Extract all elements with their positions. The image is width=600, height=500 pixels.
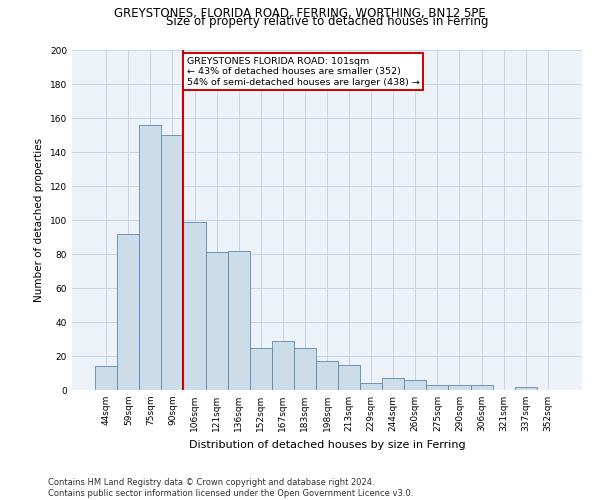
Bar [294, 348, 316, 390]
Bar [427, 385, 448, 390]
Bar [117, 234, 139, 390]
Bar [227, 250, 250, 390]
Bar [404, 380, 427, 390]
Y-axis label: Number of detached properties: Number of detached properties [34, 138, 44, 302]
Bar [448, 385, 470, 390]
Bar [316, 361, 338, 390]
Bar [360, 383, 382, 390]
Bar [338, 364, 360, 390]
Bar [161, 135, 184, 390]
Bar [95, 366, 117, 390]
Bar [139, 125, 161, 390]
Text: GREYSTONES, FLORIDA ROAD, FERRING, WORTHING, BN12 5PE: GREYSTONES, FLORIDA ROAD, FERRING, WORTH… [114, 8, 486, 20]
Bar [382, 378, 404, 390]
Bar [206, 252, 227, 390]
Bar [470, 385, 493, 390]
Text: GREYSTONES FLORIDA ROAD: 101sqm
← 43% of detached houses are smaller (352)
54% o: GREYSTONES FLORIDA ROAD: 101sqm ← 43% of… [187, 57, 419, 86]
Text: Contains HM Land Registry data © Crown copyright and database right 2024.
Contai: Contains HM Land Registry data © Crown c… [48, 478, 413, 498]
Title: Size of property relative to detached houses in Ferring: Size of property relative to detached ho… [166, 15, 488, 28]
Bar [184, 222, 206, 390]
X-axis label: Distribution of detached houses by size in Ferring: Distribution of detached houses by size … [188, 440, 466, 450]
Bar [250, 348, 272, 390]
Bar [272, 340, 294, 390]
Bar [515, 386, 537, 390]
